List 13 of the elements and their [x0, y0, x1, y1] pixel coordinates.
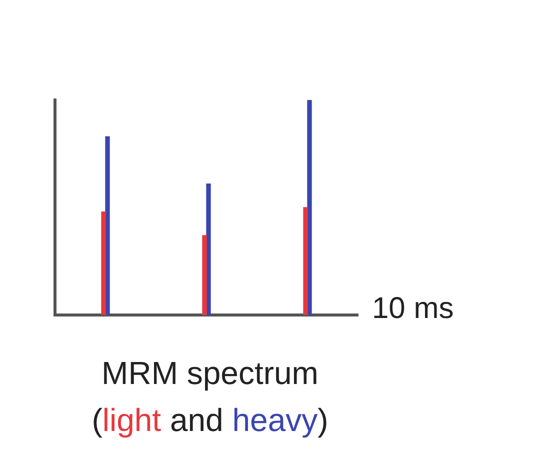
- bar: [206, 184, 211, 315]
- bar: [202, 235, 207, 315]
- text: heavy: [232, 402, 318, 438]
- text: ): [318, 402, 328, 438]
- x-axis-title: 10 ms: [372, 292, 454, 326]
- bar: [303, 207, 308, 315]
- text: and: [168, 402, 224, 438]
- bar: [101, 211, 106, 315]
- text: (: [92, 402, 102, 438]
- bar: [307, 100, 312, 315]
- bar: [105, 136, 110, 315]
- text: MRM spectrum: [100, 355, 320, 392]
- text: light: [102, 402, 162, 438]
